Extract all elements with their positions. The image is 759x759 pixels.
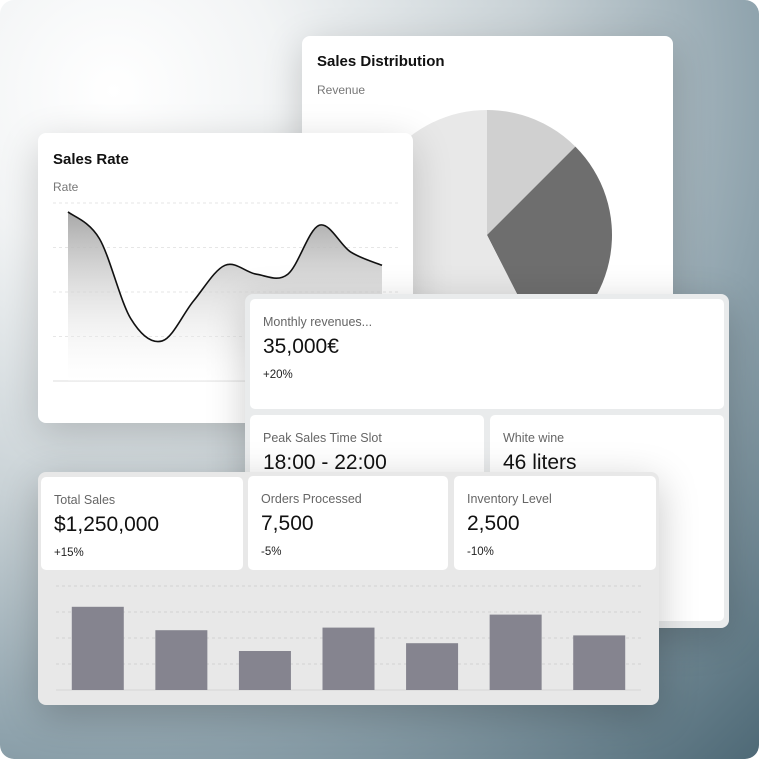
card-subtitle: Revenue xyxy=(317,83,366,97)
bar xyxy=(238,651,291,690)
stat-value: 35,000€ xyxy=(263,335,339,358)
stat-value: 7,500 xyxy=(261,512,314,535)
stat-label: White wine xyxy=(503,431,565,445)
card-title: Sales Distribution xyxy=(317,53,445,70)
total-sales-card: Total Sales $1,250,000 +15% xyxy=(41,477,243,570)
pie-slice xyxy=(487,146,612,326)
stat-change: +20% xyxy=(263,369,293,381)
stat-label: Peak Sales Time Slot xyxy=(263,431,382,445)
series-line xyxy=(67,211,383,343)
stat-label: Orders Processed xyxy=(261,492,362,506)
stat-change: +15% xyxy=(54,547,84,559)
stat-value: 46 liters xyxy=(503,451,577,474)
stat-change: -5% xyxy=(261,546,282,558)
stat-label: Monthly revenues... xyxy=(263,315,373,329)
bar xyxy=(489,614,542,690)
stat-value: 2,500 xyxy=(467,512,520,535)
kpi-panel: Total Sales $1,250,000 +15% Orders Proce… xyxy=(38,472,659,705)
stat-value: $1,250,000 xyxy=(54,513,160,536)
bar xyxy=(71,606,124,690)
bar xyxy=(322,627,375,690)
stat-label: Inventory Level xyxy=(467,492,552,506)
monthly-revenue-card: Monthly revenues... 35,000€ +20% xyxy=(250,299,724,409)
bar-chart xyxy=(56,585,641,691)
card-title: Sales Rate xyxy=(53,151,129,168)
bar xyxy=(155,630,208,690)
stat-label: Total Sales xyxy=(54,493,116,507)
pie-slice xyxy=(487,110,576,235)
stat-change: -10% xyxy=(467,546,494,558)
bar xyxy=(573,635,626,690)
orders-processed-card: Orders Processed 7,500 -5% xyxy=(248,476,448,570)
bar xyxy=(406,643,459,690)
stat-value: 18:00 - 22:00 xyxy=(263,451,387,474)
card-subtitle: Rate xyxy=(53,180,79,194)
inventory-level-card: Inventory Level 2,500 -10% xyxy=(454,476,656,570)
